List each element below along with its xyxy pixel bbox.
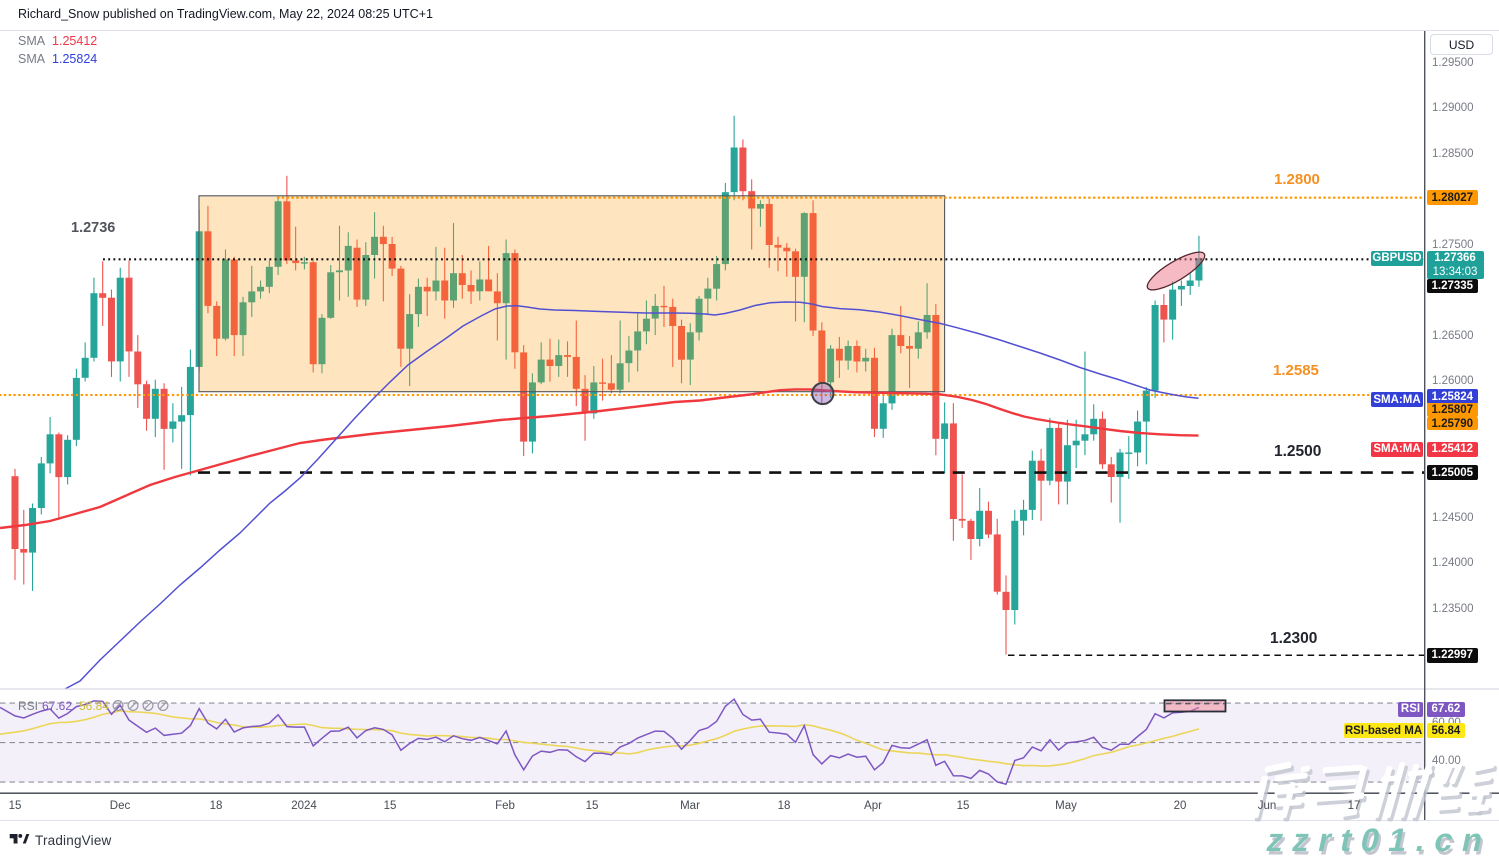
svg-text:zzrt01.cn: zzrt01.cn xyxy=(1264,821,1496,857)
svg-text:zzrt01.cn: zzrt01.cn xyxy=(1266,825,1498,857)
